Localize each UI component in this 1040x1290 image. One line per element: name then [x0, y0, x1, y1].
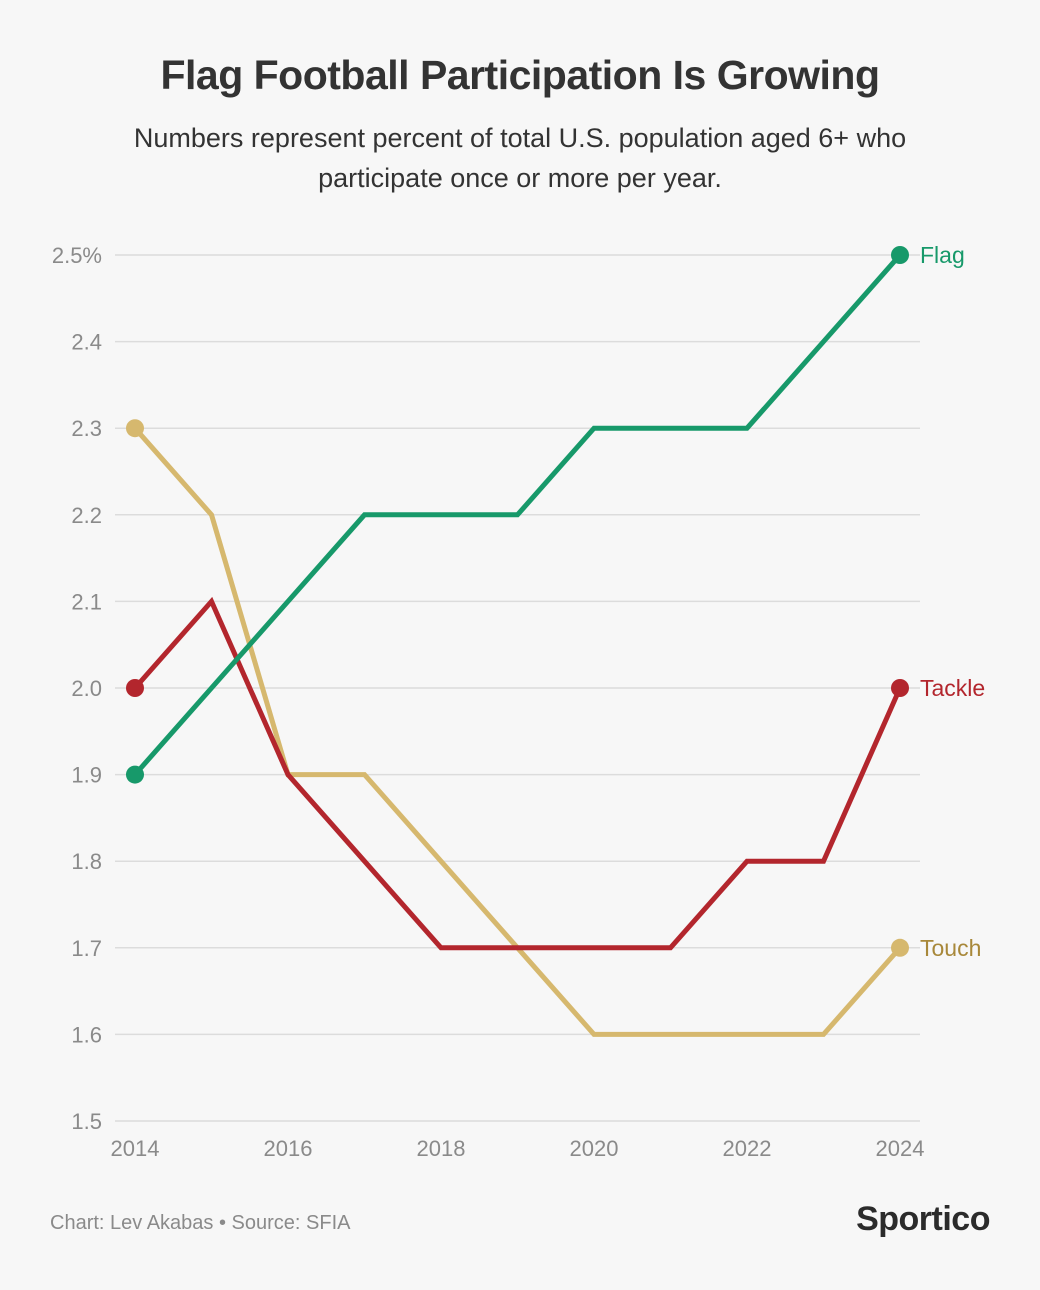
end-point-touch	[891, 938, 909, 957]
y-tick-label: 2.4	[71, 330, 102, 355]
x-tick-label: 2024	[876, 1136, 925, 1161]
start-point-flag	[126, 765, 144, 784]
x-axis-ticks: 2014 2016 2018 2020 2022 2024	[111, 1136, 925, 1161]
series-line-touch	[133, 426, 902, 1037]
y-tick-label: 2.3	[71, 416, 102, 441]
series-line-flag	[133, 253, 902, 777]
series-label-flag: Flag	[920, 242, 965, 268]
sportico-logo: Sportico	[856, 1200, 990, 1238]
end-point-tackle	[891, 679, 909, 697]
series-lines	[133, 253, 903, 1037]
end-point-flag	[891, 246, 909, 264]
x-tick-label: 2014	[111, 1136, 160, 1161]
start-point-touch	[126, 419, 144, 438]
x-tick-label: 2016	[264, 1136, 313, 1161]
series-labels: Touch Tackle Flag	[920, 242, 985, 961]
y-axis-ticks: 2.5% 2.4 2.3 2.2 2.1 2.0 1.9 1.8 1.7 1.6 1.5	[52, 243, 102, 1134]
series-label-touch: Touch	[920, 935, 981, 961]
series-label-tackle: Tackle	[920, 675, 985, 701]
x-tick-label: 2020	[570, 1136, 619, 1161]
chart-subtitle: Numbers represent percent of total U.S. …	[133, 123, 907, 193]
y-tick-label: 2.5%	[52, 243, 102, 268]
gridlines	[115, 254, 920, 1122]
x-tick-label: 2022	[723, 1136, 772, 1161]
y-tick-label: 2.0	[71, 676, 102, 701]
x-tick-label: 2018	[417, 1136, 466, 1161]
start-point-tackle	[126, 679, 144, 697]
y-tick-label: 2.1	[71, 589, 102, 614]
y-tick-label: 1.7	[71, 936, 102, 961]
y-tick-label: 1.6	[71, 1022, 102, 1047]
chart-credit: Chart: Lev Akabas • Source: SFIA	[50, 1212, 351, 1234]
y-tick-label: 1.9	[71, 763, 102, 788]
y-tick-label: 1.5	[71, 1109, 102, 1134]
series-line-tackle	[133, 596, 903, 951]
y-tick-label: 2.2	[71, 503, 102, 528]
chart-title: Flag Football Participation Is Growing	[160, 52, 880, 98]
series-markers	[126, 246, 909, 957]
y-tick-label: 1.8	[71, 849, 102, 874]
